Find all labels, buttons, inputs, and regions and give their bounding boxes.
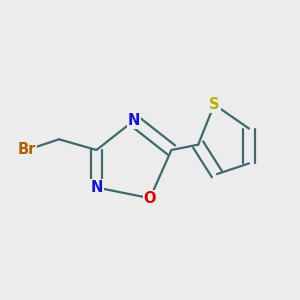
Text: O: O	[144, 191, 156, 206]
Text: N: N	[128, 113, 140, 128]
Text: Br: Br	[18, 142, 36, 158]
Text: S: S	[209, 97, 220, 112]
Text: N: N	[90, 180, 103, 195]
